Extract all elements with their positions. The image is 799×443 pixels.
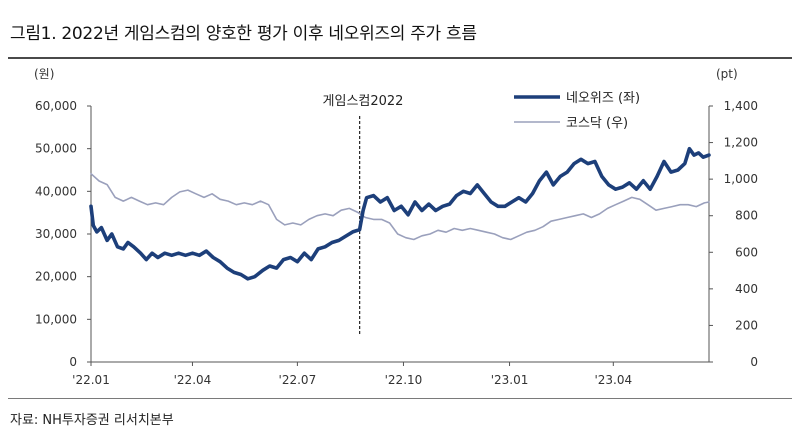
left-tick-label: 0	[69, 355, 77, 369]
right-axis-unit: (pt)	[716, 67, 738, 81]
x-tick-label: '22.01	[72, 373, 110, 387]
right-tick-label: 200	[735, 318, 758, 332]
x-tick-label: '22.04	[174, 373, 212, 387]
right-tick-label: 800	[735, 209, 758, 223]
source-rule	[8, 398, 792, 399]
x-tick-label: '22.07	[279, 373, 317, 387]
right-tick-label: 400	[735, 282, 758, 296]
legend-label: 코스닥 (우)	[566, 116, 628, 131]
right-tick-label: 600	[735, 245, 758, 259]
legend-label: 네오위즈 (좌)	[566, 91, 640, 106]
left-tick-label: 40,000	[35, 184, 77, 198]
right-tick-label: 1,400	[724, 99, 758, 113]
series-line-kosdaq	[90, 172, 710, 241]
left-tick-label: 60,000	[35, 99, 77, 113]
series-line-neowiz	[89, 146, 711, 281]
left-tick-label: 30,000	[35, 227, 77, 241]
left-tick-label: 20,000	[35, 270, 77, 284]
right-tick-label: 1,200	[724, 136, 758, 150]
x-tick-label: '22.10	[385, 373, 423, 387]
x-tick-label: '23.04	[594, 373, 632, 387]
event-annotation-label: 게임스컴2022	[323, 94, 404, 109]
left-tick-label: 50,000	[35, 142, 77, 156]
source-note: 자료: NH투자증권 리서치본부	[10, 413, 174, 428]
right-tick-label: 1,000	[724, 172, 758, 186]
right-tick-label: 0	[750, 355, 758, 369]
x-tick-label: '23.01	[491, 373, 529, 387]
left-axis-unit: (원)	[34, 67, 54, 81]
left-tick-label: 10,000	[35, 312, 77, 326]
figure-title: 그림1. 2022년 게임스컴의 양호한 평가 이후 네오위즈의 주가 흐름	[10, 24, 477, 44]
title-rule	[8, 57, 792, 59]
